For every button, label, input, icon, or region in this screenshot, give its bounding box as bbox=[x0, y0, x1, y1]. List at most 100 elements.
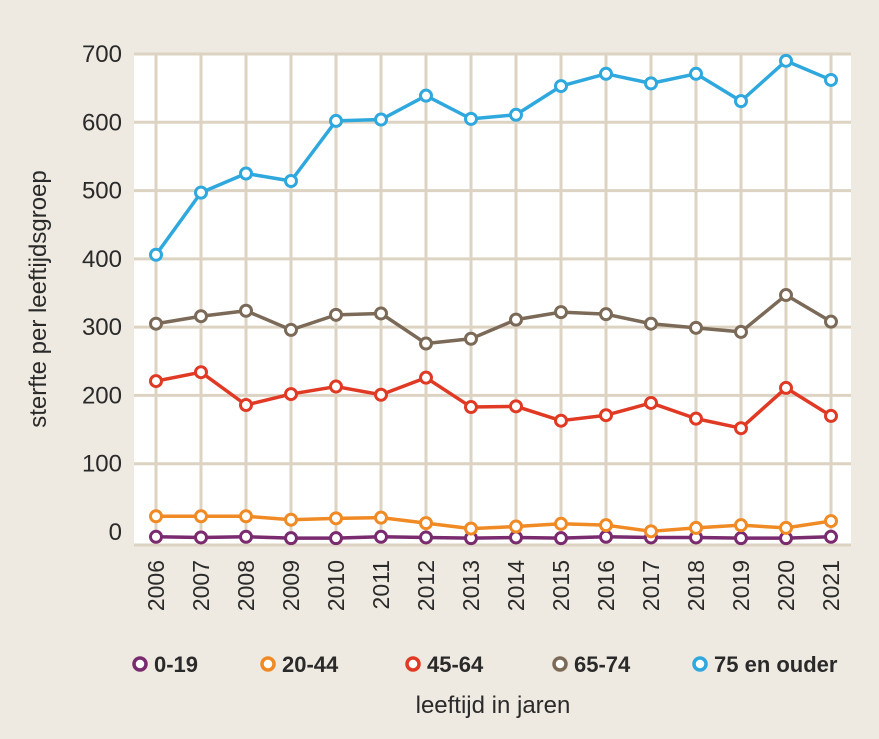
x-tick-label: 2006 bbox=[143, 560, 169, 611]
series-65-74 bbox=[149, 288, 838, 351]
horizontal-gridlines bbox=[134, 52, 851, 547]
data-point bbox=[329, 531, 343, 546]
data-point bbox=[464, 111, 478, 126]
data-point bbox=[734, 531, 748, 546]
x-tick-label: 2020 bbox=[773, 560, 799, 611]
data-point bbox=[329, 307, 343, 322]
y-tick-label: 700 bbox=[82, 41, 122, 68]
data-point bbox=[239, 509, 253, 524]
x-axis-ticks: 2006 2007 2008 2009 2010 2011 2012 2013 2014 2015… bbox=[143, 560, 844, 611]
y-tick-label: 200 bbox=[82, 382, 122, 409]
x-tick-label: 2021 bbox=[818, 560, 844, 611]
data-point bbox=[284, 387, 298, 402]
y-axis-ticks: 0 100 200 300 400 500 600 700 bbox=[82, 41, 122, 546]
legend-item: 65-74 bbox=[552, 652, 631, 677]
legend-item: 45-64 bbox=[405, 652, 484, 677]
data-point bbox=[824, 514, 838, 529]
data-point bbox=[149, 316, 163, 331]
data-point bbox=[689, 520, 703, 535]
data-point bbox=[239, 529, 253, 544]
data-point bbox=[419, 370, 433, 385]
data-point bbox=[554, 531, 568, 546]
data-point bbox=[554, 79, 568, 94]
data-point bbox=[239, 397, 253, 412]
legend-marker bbox=[552, 656, 568, 672]
data-point bbox=[644, 316, 658, 331]
data-point bbox=[779, 53, 793, 68]
data-point bbox=[194, 530, 208, 545]
legend-label: 45-64 bbox=[427, 652, 484, 677]
data-point bbox=[599, 408, 613, 423]
data-point bbox=[284, 512, 298, 527]
x-tick-label: 2011 bbox=[368, 560, 394, 609]
series-line bbox=[155, 370, 832, 430]
legend-item: 0-19 bbox=[132, 652, 198, 677]
data-point bbox=[689, 320, 703, 335]
data-point bbox=[509, 530, 523, 545]
data-point bbox=[149, 374, 163, 389]
data-point bbox=[374, 510, 388, 525]
x-tick-label: 2017 bbox=[638, 560, 664, 611]
data-point bbox=[734, 324, 748, 339]
data-point bbox=[734, 421, 748, 436]
data-point bbox=[284, 174, 298, 189]
data-point bbox=[194, 185, 208, 200]
data-point bbox=[149, 529, 163, 544]
legend-marker bbox=[132, 656, 148, 672]
series-line bbox=[155, 535, 832, 540]
data-point bbox=[149, 247, 163, 262]
data-point bbox=[644, 395, 658, 410]
data-point bbox=[509, 312, 523, 327]
y-tick-label: 300 bbox=[82, 314, 122, 341]
data-point bbox=[464, 521, 478, 536]
series-line bbox=[154, 59, 832, 256]
y-tick-label: 0 bbox=[109, 519, 122, 546]
data-point bbox=[689, 411, 703, 426]
data-point bbox=[374, 529, 388, 544]
data-point bbox=[779, 520, 793, 535]
plot-area bbox=[134, 54, 851, 545]
data-point bbox=[329, 511, 343, 526]
data-point bbox=[329, 379, 343, 394]
data-point bbox=[239, 166, 253, 181]
x-axis-title: leeftijd in jaren bbox=[416, 692, 571, 719]
data-point bbox=[464, 331, 478, 346]
data-point bbox=[644, 524, 658, 539]
data-point bbox=[824, 72, 838, 87]
data-point bbox=[194, 309, 208, 324]
series-line bbox=[155, 293, 832, 346]
data-point bbox=[734, 94, 748, 109]
data-point bbox=[284, 531, 298, 546]
legend: 0-19 20-44 45-64 65-74 75 en ouder bbox=[132, 652, 838, 677]
data-point bbox=[239, 303, 253, 318]
series-line bbox=[156, 514, 832, 534]
data-point bbox=[419, 336, 433, 351]
data-point bbox=[824, 408, 838, 423]
data-point bbox=[554, 413, 568, 428]
legend-item: 75 en ouder bbox=[692, 652, 838, 677]
data-point bbox=[599, 66, 613, 81]
data-point bbox=[374, 306, 388, 321]
series-45-64 bbox=[149, 365, 838, 436]
y-tick-label: 500 bbox=[82, 178, 122, 205]
x-tick-label: 2007 bbox=[188, 560, 214, 611]
series-0-19 bbox=[149, 529, 838, 546]
legend-label: 65-74 bbox=[574, 652, 631, 677]
legend-marker bbox=[692, 656, 708, 672]
y-axis-title: sterfte per leeftijdsgroep bbox=[25, 170, 52, 427]
data-point bbox=[779, 380, 793, 395]
y-tick-label: 400 bbox=[82, 246, 122, 273]
x-tick-label: 2008 bbox=[233, 560, 259, 611]
data-point bbox=[329, 113, 343, 128]
data-point bbox=[824, 529, 838, 544]
data-point bbox=[284, 322, 298, 337]
legend-label: 20-44 bbox=[282, 652, 339, 677]
data-point bbox=[824, 314, 838, 329]
x-tick-label: 2009 bbox=[278, 560, 304, 611]
data-point bbox=[599, 518, 613, 533]
y-tick-label: 100 bbox=[82, 451, 122, 478]
x-tick-label: 2013 bbox=[458, 560, 484, 611]
data-point bbox=[374, 112, 388, 127]
